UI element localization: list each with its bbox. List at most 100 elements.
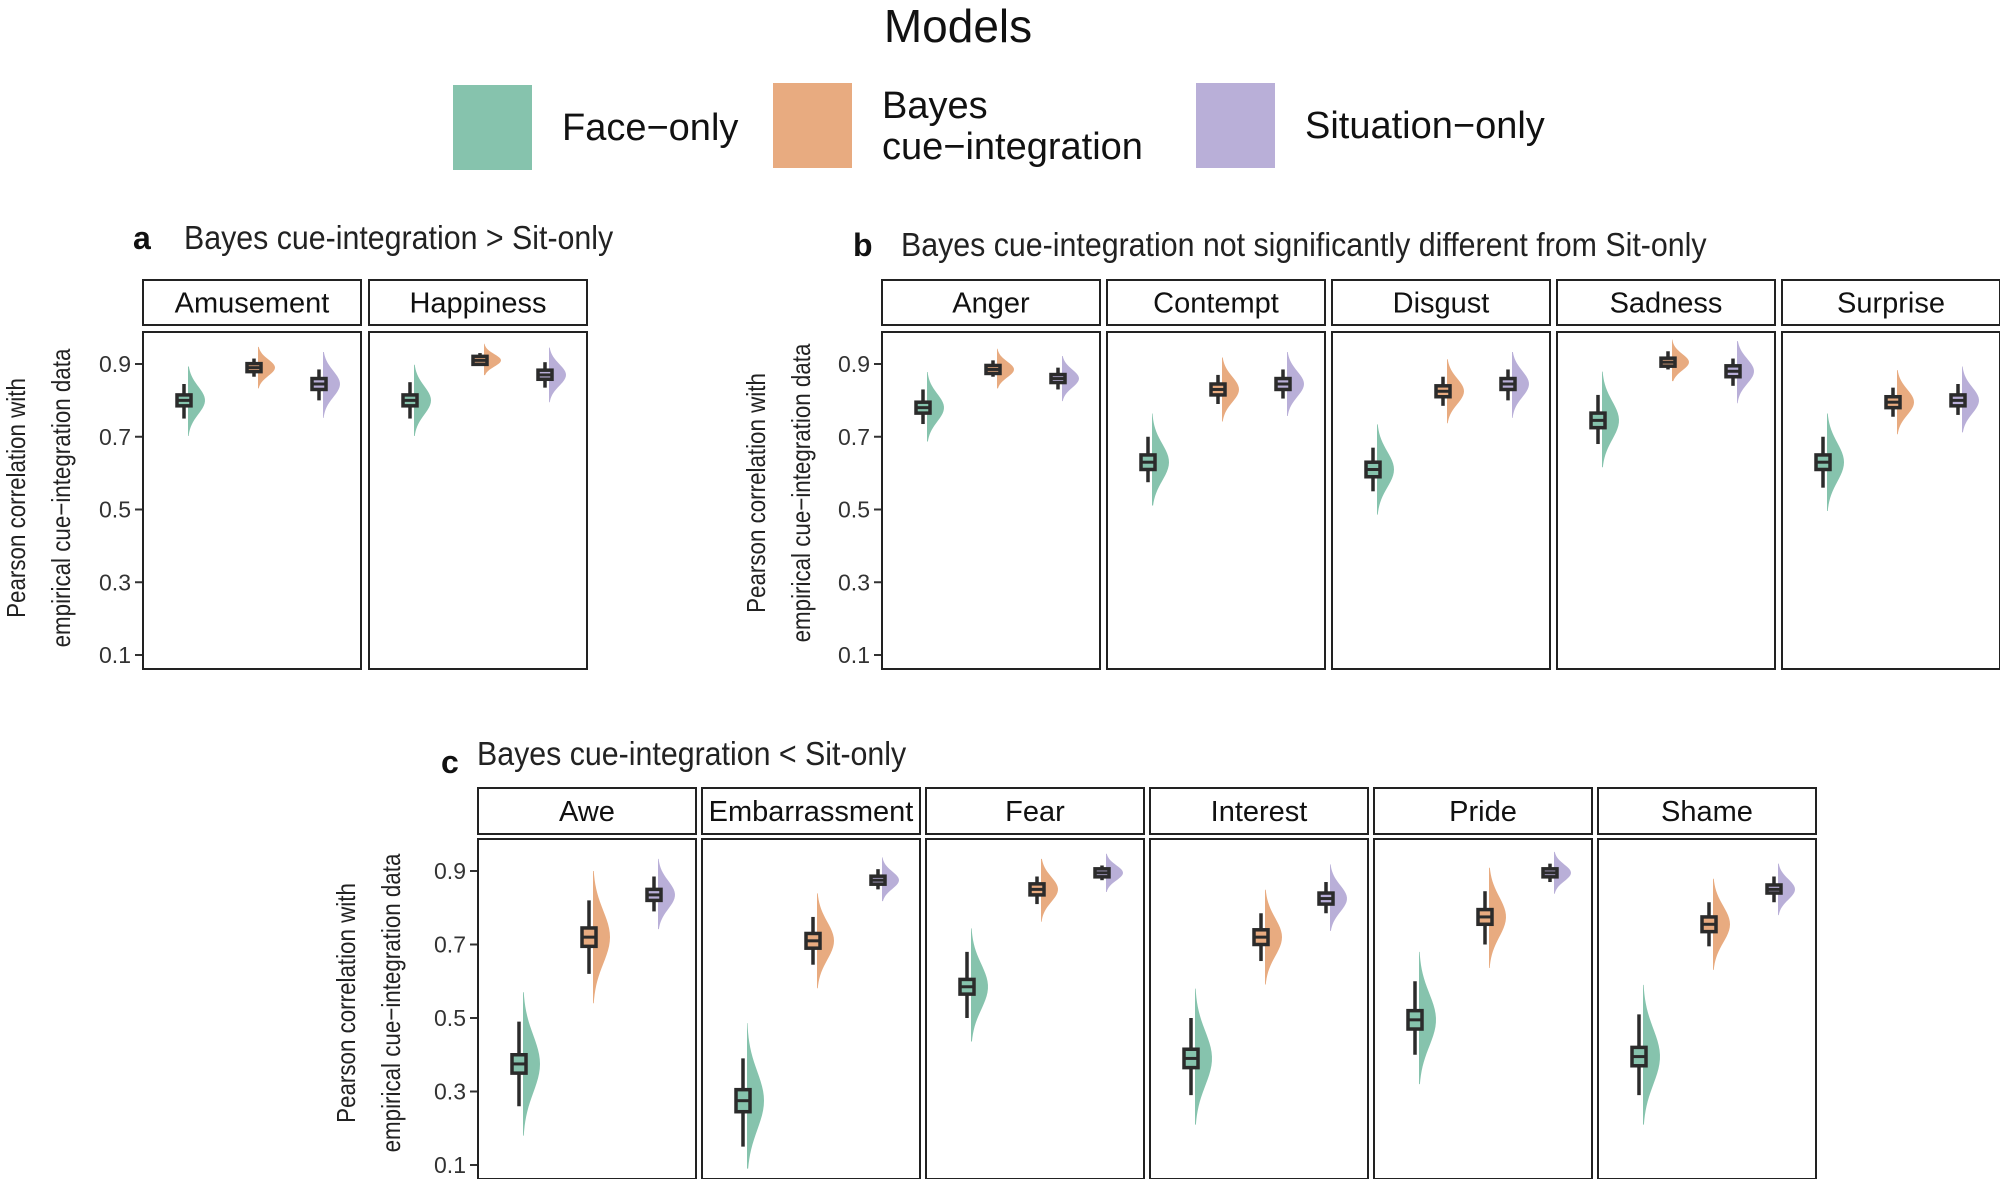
y-tick-label: 0.5 <box>434 1005 466 1031</box>
density-bayes <box>1265 889 1282 985</box>
panel-a-letter: a <box>133 220 151 256</box>
facet-panel-border <box>925 838 1145 1179</box>
raincloud-face-only <box>1630 984 1660 1125</box>
facet-panel-border <box>881 331 1101 670</box>
facet-sadness: Sadness <box>1556 279 1776 670</box>
legend-swatch-bayes <box>773 83 852 168</box>
facet-label: Surprise <box>1837 288 1945 320</box>
raincloud-face-only <box>1589 371 1619 468</box>
facet-anger: Anger <box>881 279 1101 670</box>
panel-b-y-axis: 0.1 0.3 0.5 0.7 0.9 <box>838 351 882 668</box>
facet-strip <box>1106 279 1326 326</box>
facet-strip <box>1373 787 1593 835</box>
panel-b-letter: b <box>853 227 873 263</box>
y-tick-label: 0.3 <box>99 569 131 595</box>
y-tick-label: 0.9 <box>434 858 466 884</box>
density-situation-only <box>549 347 566 403</box>
facet-label: Shame <box>1661 796 1753 828</box>
raincloud-situation-only <box>645 858 675 930</box>
facet-strip <box>881 279 1101 326</box>
raincloud-situation-only <box>1541 851 1571 894</box>
raincloud-situation-only <box>1499 351 1529 418</box>
facet-panel-border <box>1556 331 1776 670</box>
facet-panel-border <box>1149 838 1369 1179</box>
facet-panel-border <box>477 838 697 1179</box>
density-situation-only <box>882 857 899 902</box>
legend-swatch-situation-only <box>1196 83 1275 168</box>
facet-surprise: Surprise <box>1781 279 2000 670</box>
y-tick-label: 0.3 <box>434 1079 466 1105</box>
legend: Models Face−only Bayes cue−integration S… <box>453 0 1545 170</box>
y-tick-label: 0.5 <box>99 497 131 523</box>
raincloud-situation-only <box>310 351 340 418</box>
y-tick-label: 0.7 <box>838 424 870 450</box>
density-face-only <box>747 1023 764 1169</box>
density-face-only <box>1643 984 1660 1125</box>
density-face-only <box>1377 424 1394 515</box>
raincloud-bayes <box>984 348 1014 389</box>
density-situation-only <box>1962 366 1979 433</box>
raincloud-bayes <box>1700 878 1730 970</box>
facet-label: Sadness <box>1610 288 1723 320</box>
raincloud-face-only <box>1139 413 1169 506</box>
raincloud-bayes <box>1209 357 1239 422</box>
panel-b-title: Bayes cue-integration not significantly … <box>901 226 1707 263</box>
raincloud-situation-only <box>869 857 899 902</box>
ylabel-line1: Pearson correlation with <box>742 373 771 613</box>
legend-label-face-only: Face−only <box>562 107 738 149</box>
facet-fear: Fear <box>925 787 1145 1179</box>
raincloud-bayes <box>245 346 275 389</box>
facet-awe: Awe <box>477 787 697 1179</box>
facet-panel-border <box>368 331 588 670</box>
raincloud-face-only <box>1406 951 1436 1085</box>
panel-b-ylabel: Pearson correlation with empirical cue−i… <box>742 343 816 642</box>
facet-label: Contempt <box>1153 288 1279 320</box>
ylabel-line1: Pearson correlation with <box>332 883 361 1123</box>
density-situation-only <box>323 351 340 418</box>
facet-interest: Interest <box>1149 787 1369 1179</box>
facet-panel-border <box>1781 331 2000 670</box>
density-face-only <box>188 366 205 437</box>
facet-strip <box>1331 279 1551 326</box>
raincloud-situation-only <box>536 347 566 403</box>
facet-pride: Pride <box>1373 787 1593 1179</box>
ylabel-line2: empirical cue−integration data <box>787 343 816 642</box>
raincloud-situation-only <box>1049 355 1079 402</box>
facet-label: Pride <box>1449 796 1517 828</box>
facet-label: Happiness <box>409 288 546 320</box>
density-face-only <box>414 364 431 437</box>
density-situation-only <box>1737 341 1754 404</box>
panel-a-y-axis: 0.1 0.3 0.5 0.7 0.9 <box>99 351 143 668</box>
density-face-only <box>1827 413 1844 511</box>
facet-strip <box>477 787 697 835</box>
panel-c-letter: c <box>441 744 459 780</box>
y-tick-label: 0.3 <box>838 569 870 595</box>
raincloud-situation-only <box>1949 366 1979 433</box>
density-bayes <box>1222 357 1239 422</box>
facet-label: Anger <box>952 288 1030 320</box>
raincloud-situation-only <box>1274 351 1304 417</box>
density-bayes <box>593 871 610 1004</box>
facet-strip <box>142 279 362 326</box>
facet-strip <box>1149 787 1369 835</box>
legend-label-bayes-line2: cue−integration <box>882 126 1143 168</box>
legend-title: Models <box>884 0 1032 52</box>
density-situation-only <box>1778 863 1795 916</box>
y-tick-label: 0.7 <box>99 424 131 450</box>
density-face-only <box>523 992 540 1136</box>
facet-strip <box>1556 279 1776 326</box>
ylabel-line2: empirical cue−integration data <box>47 348 76 647</box>
y-tick-label: 0.9 <box>99 351 131 377</box>
y-tick-label: 0.9 <box>838 351 870 377</box>
raincloud-face-only <box>914 372 944 442</box>
raincloud-bayes <box>1659 339 1689 382</box>
raincloud-face-only <box>510 992 540 1136</box>
density-bayes <box>817 893 834 989</box>
density-bayes <box>1041 858 1058 922</box>
density-face-only <box>1419 951 1436 1085</box>
facet-strip <box>1781 279 2000 326</box>
raincloud-bayes <box>471 343 501 376</box>
legend-label-bayes-line1: Bayes <box>882 85 988 127</box>
